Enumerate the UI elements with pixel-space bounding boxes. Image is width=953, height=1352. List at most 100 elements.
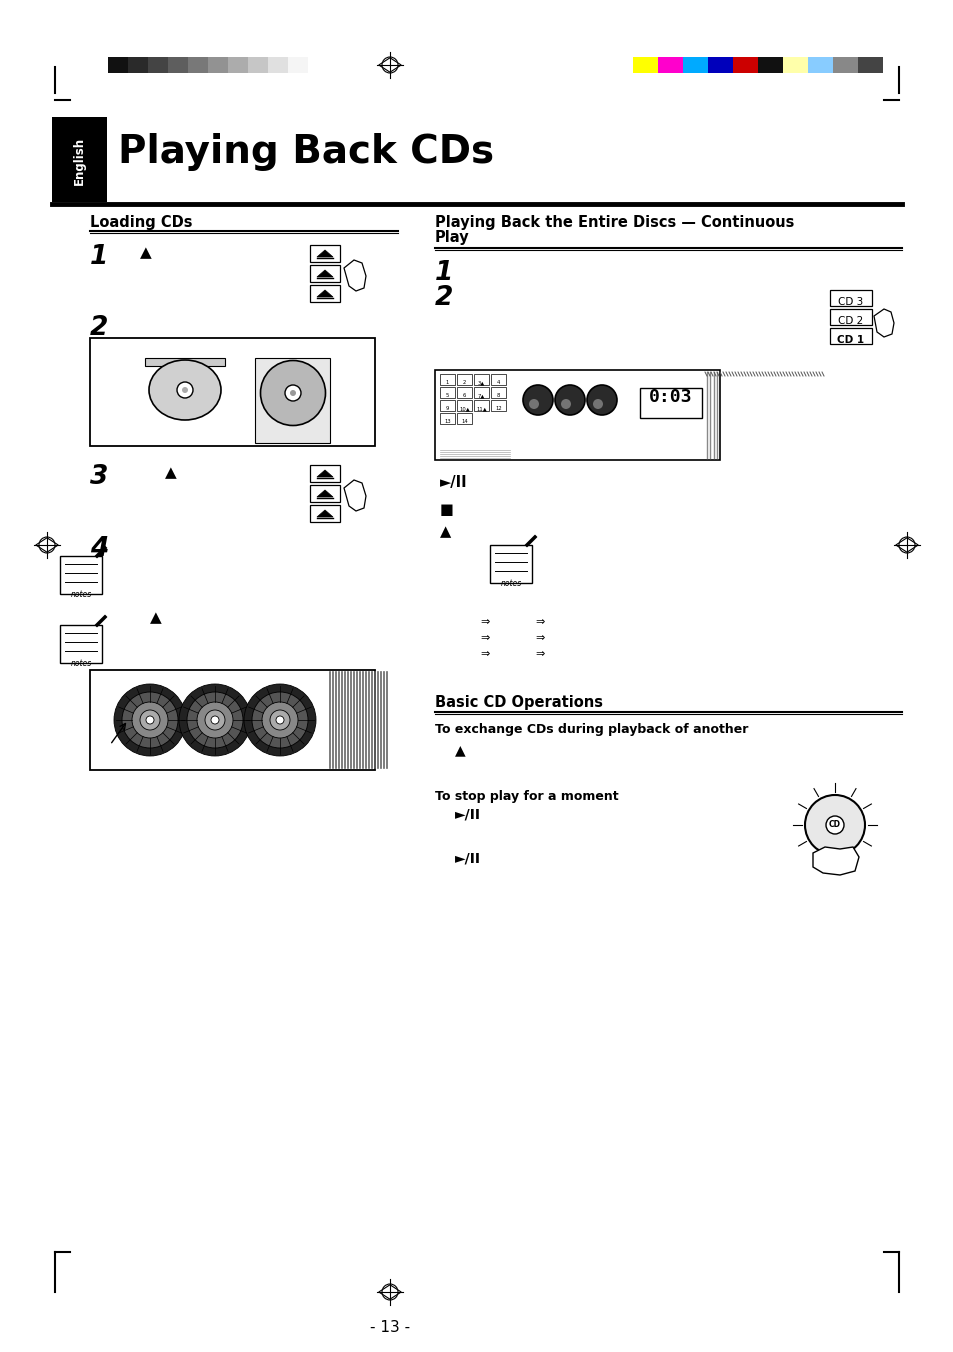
Text: 10▲: 10▲ [458,406,470,411]
Circle shape [132,702,168,738]
Text: 7▲: 7▲ [477,393,485,397]
Polygon shape [316,250,333,257]
Polygon shape [95,546,107,558]
Bar [474,387,489,397]
Text: CD 2: CD 2 [838,316,862,326]
Bar [491,375,505,385]
Text: CD: CD [828,821,841,830]
Bar [165,366,205,375]
Circle shape [586,385,617,415]
Text: - 13 -: - 13 - [370,1320,410,1334]
Text: 0:03: 0:03 [649,388,692,406]
Circle shape [252,692,308,748]
Polygon shape [344,260,366,291]
Bar [435,370,720,460]
Text: 14: 14 [460,419,467,425]
Text: ⇒: ⇒ [479,617,489,627]
Text: 1: 1 [435,260,453,287]
Bar [658,57,682,73]
Bar [439,387,455,397]
Text: ▲: ▲ [165,465,176,480]
Circle shape [177,383,193,397]
Text: ►/II: ►/II [455,852,480,867]
Polygon shape [316,510,333,516]
Text: notes: notes [71,589,91,599]
Text: ⇒: ⇒ [479,649,489,658]
Bar [148,57,168,73]
Bar [188,57,208,73]
Polygon shape [95,615,107,627]
Bar [248,57,268,73]
Text: ⇒: ⇒ [535,617,544,627]
Bar [639,388,701,418]
Text: 2: 2 [435,285,453,311]
Bar [829,289,871,306]
Circle shape [270,710,290,730]
Text: Playing Back the Entire Discs — Continuous: Playing Back the Entire Discs — Continuo… [435,215,794,230]
Circle shape [179,684,251,756]
Bar [490,545,532,583]
Text: ►/II: ►/II [439,475,467,489]
Circle shape [211,717,219,725]
Polygon shape [316,289,333,297]
Text: ▲: ▲ [455,744,465,757]
Text: 5: 5 [445,393,449,397]
Bar [52,118,107,201]
Text: 6: 6 [462,393,466,397]
Bar [832,57,857,73]
Text: notes: notes [500,579,521,588]
Text: 9: 9 [445,406,449,411]
Circle shape [140,710,160,730]
Bar [310,485,339,502]
Bar [310,245,339,262]
Bar [60,625,102,662]
Text: Play: Play [435,230,469,245]
Text: ►/II: ►/II [455,808,480,822]
Text: notes: notes [71,658,91,668]
Text: 2: 2 [462,380,466,385]
Text: CD 3: CD 3 [838,297,862,307]
Bar [128,57,148,73]
Circle shape [244,684,315,756]
Text: 8: 8 [497,393,499,397]
Bar [268,57,288,73]
Text: To exchange CDs during playback of another: To exchange CDs during playback of anoth… [435,723,747,735]
Bar [108,57,128,73]
Circle shape [804,795,864,854]
Text: Loading CDs: Loading CDs [90,215,193,230]
Text: 2: 2 [90,315,109,341]
Bar [474,375,489,385]
Bar [829,310,871,324]
Circle shape [290,389,295,396]
Text: To stop play for a moment: To stop play for a moment [435,790,618,803]
Bar [310,285,339,301]
Bar [758,57,782,73]
Text: 11▲: 11▲ [476,406,486,411]
Bar [439,375,455,385]
Circle shape [262,702,297,738]
Bar [491,387,505,397]
Circle shape [196,702,233,738]
Circle shape [182,387,188,393]
Bar [208,57,228,73]
Text: 12: 12 [495,406,501,411]
Circle shape [529,399,538,410]
Bar [829,329,871,343]
Polygon shape [316,470,333,477]
Bar [439,400,455,411]
Bar [60,556,102,594]
Text: 1: 1 [90,243,109,270]
Ellipse shape [260,361,325,426]
Text: 13: 13 [444,419,451,425]
Bar [145,358,225,366]
Circle shape [113,684,186,756]
Bar [633,57,658,73]
Bar [90,338,375,446]
Bar [456,400,472,411]
Text: 4: 4 [90,535,109,562]
Bar [474,400,489,411]
Circle shape [825,817,843,834]
Circle shape [122,692,178,748]
Circle shape [275,717,284,725]
Ellipse shape [149,360,221,420]
